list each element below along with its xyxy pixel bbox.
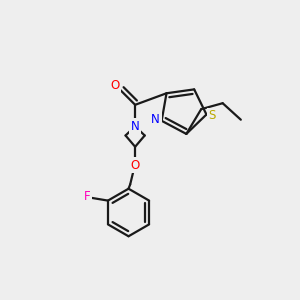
Text: N: N	[131, 120, 140, 133]
Text: N: N	[151, 113, 160, 126]
Text: S: S	[209, 109, 216, 122]
Text: F: F	[83, 190, 90, 203]
Text: O: O	[110, 79, 119, 92]
Text: O: O	[130, 159, 140, 172]
